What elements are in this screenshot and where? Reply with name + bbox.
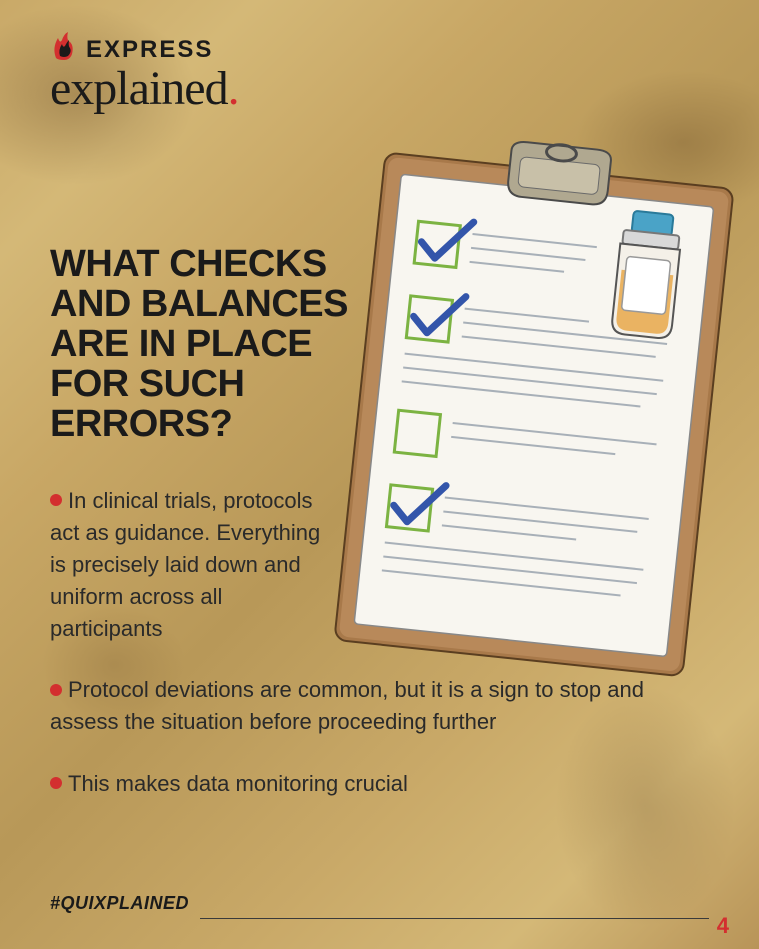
- logo-explained-text: explained: [50, 62, 228, 115]
- bullet-item: Protocol deviations are common, but it i…: [50, 674, 710, 738]
- bullet-dot-icon: [50, 684, 62, 696]
- main-heading: WHAT CHECKS AND BALANCES ARE IN PLACE FO…: [50, 245, 350, 444]
- brand-logo: EXPRESS explained.: [50, 30, 239, 116]
- logo-dot: .: [228, 62, 239, 115]
- bullet-item: This makes data monitoring crucial: [50, 768, 710, 800]
- bullet-text: Protocol deviations are common, but it i…: [50, 677, 644, 734]
- logo-bottom-line: explained.: [50, 61, 239, 116]
- bullet-text: This makes data monitoring crucial: [68, 771, 408, 796]
- bullet-dot-icon: [50, 777, 62, 789]
- page-number: 4: [717, 913, 729, 939]
- bullet-item: In clinical trials, protocols act as gui…: [50, 485, 330, 644]
- bullet-dot-icon: [50, 494, 62, 506]
- bullet-list: In clinical trials, protocols act as gui…: [50, 485, 710, 830]
- bullet-text: In clinical trials, protocols act as gui…: [50, 488, 320, 641]
- footer-divider: [200, 918, 709, 919]
- hashtag-label: #QUIXPLAINED: [50, 893, 189, 914]
- logo-express-text: EXPRESS: [86, 36, 213, 64]
